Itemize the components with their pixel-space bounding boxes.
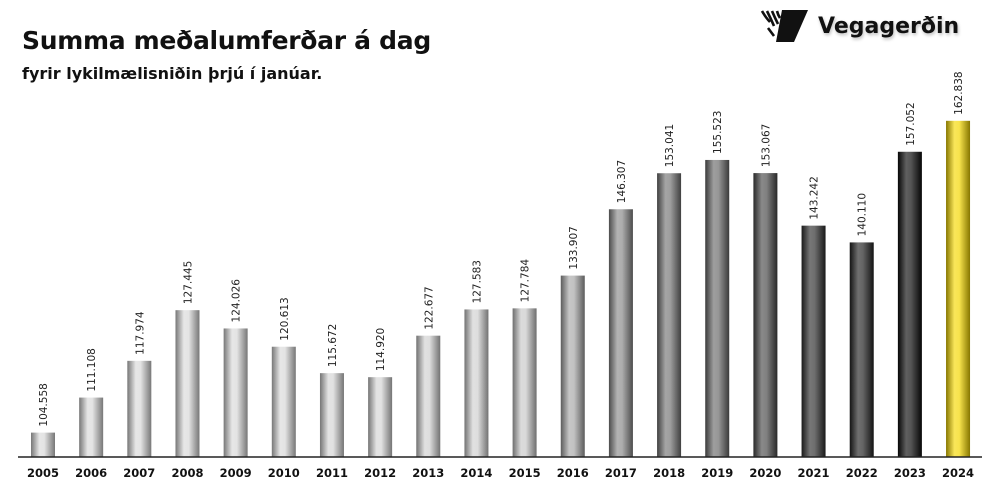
- data-label-2018: 153.041: [664, 124, 676, 167]
- x-tick-label-2014: 2014: [460, 466, 492, 480]
- x-tick-label-2016: 2016: [557, 466, 589, 480]
- x-tick-label-2019: 2019: [701, 466, 733, 480]
- bar-2005: [31, 432, 55, 457]
- data-label-2010: 120.613: [279, 297, 291, 340]
- bar-2020: [753, 173, 778, 457]
- data-label-2012: 114.920: [375, 328, 387, 371]
- data-label-2021: 143.242: [809, 176, 821, 219]
- x-tick-label-2007: 2007: [123, 466, 155, 480]
- bar-2012: [368, 377, 393, 457]
- x-tick-label-2010: 2010: [268, 466, 300, 480]
- data-label-2008: 127.445: [182, 261, 194, 304]
- bar-2024: [946, 120, 971, 457]
- bar-2013: [416, 335, 441, 457]
- bar-2007: [127, 360, 152, 457]
- bar-2006: [79, 397, 104, 457]
- bar-2011: [319, 373, 344, 457]
- bar-2019: [705, 159, 730, 457]
- vegagerdin-logo: Vegagerðin: [760, 8, 959, 44]
- logo-stripes-icon: [760, 10, 808, 42]
- data-label-2014: 127.583: [471, 260, 483, 303]
- data-label-2024: 162.838: [953, 71, 965, 114]
- x-tick-label-2018: 2018: [653, 466, 685, 480]
- bar-2014: [464, 309, 489, 457]
- x-tick-label-2011: 2011: [316, 466, 348, 480]
- bar-2018: [657, 173, 682, 457]
- x-tick-label-2022: 2022: [846, 466, 878, 480]
- bar-2016: [560, 275, 585, 457]
- data-label-2023: 157.052: [905, 102, 917, 145]
- bar-2008: [175, 310, 200, 457]
- data-label-2017: 146.307: [616, 160, 628, 203]
- x-tick-label-2013: 2013: [412, 466, 444, 480]
- x-tick-label-2020: 2020: [749, 466, 781, 480]
- x-tick-label-2024: 2024: [942, 466, 974, 480]
- data-label-2011: 115.672: [327, 324, 339, 367]
- bar-2010: [271, 346, 296, 457]
- x-tick-label-2006: 2006: [75, 466, 107, 480]
- x-tick-label-2015: 2015: [509, 466, 541, 480]
- bar-2022: [849, 242, 874, 457]
- data-label-2007: 117.974: [134, 311, 146, 355]
- data-label-2009: 124.026: [231, 279, 243, 323]
- bar-2017: [608, 209, 633, 457]
- chart-subtitle: fyrir lykilmælisniðin þrjú í janúar.: [22, 64, 323, 83]
- data-label-2016: 133.907: [568, 226, 580, 269]
- data-label-2006: 111.108: [86, 348, 98, 391]
- bar-2015: [512, 308, 537, 457]
- x-tick-label-2009: 2009: [220, 466, 252, 480]
- data-label-2005: 104.558: [38, 383, 50, 426]
- x-tick-label-2005: 2005: [27, 466, 59, 480]
- x-tick-label-2008: 2008: [171, 466, 203, 480]
- bar-2023: [897, 151, 922, 458]
- data-label-2020: 153.067: [760, 124, 772, 167]
- x-tick-label-2012: 2012: [364, 466, 396, 480]
- x-tick-label-2017: 2017: [605, 466, 637, 480]
- x-tick-label-2023: 2023: [894, 466, 926, 480]
- bar-2009: [223, 328, 248, 457]
- x-tick-label-2021: 2021: [798, 466, 830, 480]
- bar-2021: [801, 225, 826, 457]
- data-label-2022: 140.110: [857, 193, 869, 236]
- chart-title: Summa meðalumferðar á dag: [22, 26, 431, 55]
- data-label-2015: 127.784: [520, 259, 532, 303]
- data-label-2013: 122.677: [423, 286, 435, 329]
- data-label-2019: 155.523: [712, 111, 724, 154]
- logo-text: Vegagerðin: [818, 13, 960, 39]
